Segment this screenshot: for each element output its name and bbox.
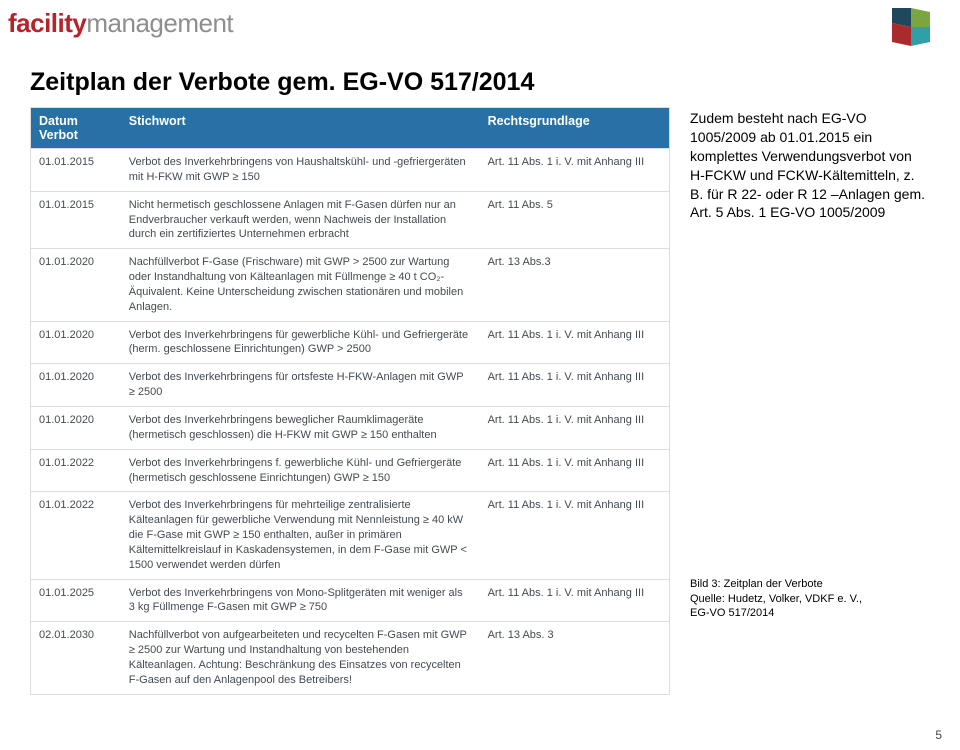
side-note: Zudem besteht nach EG-VO 1005/2009 ab 01…	[690, 109, 930, 222]
table-cell: Art. 11 Abs. 1 i. V. mit Anhang III	[480, 364, 669, 406]
brand: facilitymanagement	[8, 8, 233, 39]
table-cell: Nicht hermetisch geschlossene Anlagen mi…	[121, 192, 480, 249]
table-cell: Verbot des Inverkehrbringens von Haushal…	[121, 149, 480, 191]
figure-caption: Bild 3: Zeitplan der Verbote Quelle: Hud…	[690, 577, 930, 620]
table-cell: 01.01.2020	[31, 407, 121, 449]
table-cell: 01.01.2020	[31, 322, 121, 364]
verbote-table: Datum Verbot Stichwort Rechtsgrundlage 0…	[30, 107, 670, 695]
table-cell: Verbot des Inverkehrbringens von Mono-Sp…	[121, 580, 480, 622]
table-cell: Nachfüllverbot F-Gase (Frischware) mit G…	[121, 249, 480, 320]
table-cell: 01.01.2015	[31, 192, 121, 249]
table-cell: Nachfüllverbot von aufgearbeiteten und r…	[121, 622, 480, 693]
table-cell: Art. 11 Abs. 1 i. V. mit Anhang III	[480, 450, 669, 492]
table-cell: Art. 11 Abs. 1 i. V. mit Anhang III	[480, 407, 669, 449]
table-cell: Art. 11 Abs. 1 i. V. mit Anhang III	[480, 492, 669, 578]
table-cell: Verbot des Inverkehrbringens f. gewerbli…	[121, 450, 480, 492]
table-cell: Verbot des Inverkehrbringens für mehrtei…	[121, 492, 480, 578]
caption-line1: Bild 3: Zeitplan der Verbote	[690, 577, 930, 591]
table-cell: 01.01.2022	[31, 450, 121, 492]
col-header-rechtsgrundlage: Rechtsgrundlage	[480, 108, 669, 148]
table-row: 01.01.2020Verbot des Inverkehrbringens b…	[31, 406, 669, 449]
caption-line2: Quelle: Hudetz, Volker, VDKF e. V.,	[690, 592, 930, 606]
table-header-row: Datum Verbot Stichwort Rechtsgrundlage	[31, 108, 669, 148]
table-cell: Art. 11 Abs. 1 i. V. mit Anhang III	[480, 580, 669, 622]
table-cell: Art. 11 Abs. 5	[480, 192, 669, 249]
table-cell: 01.01.2020	[31, 364, 121, 406]
table-cell: 01.01.2015	[31, 149, 121, 191]
table-cell: 01.01.2020	[31, 249, 121, 320]
page-number: 5	[935, 728, 942, 742]
table-row: 01.01.2020Verbot des Inverkehrbringens f…	[31, 363, 669, 406]
table-row: 01.01.2015Nicht hermetisch geschlossene …	[31, 191, 669, 249]
table-cell: Art. 13 Abs. 3	[480, 622, 669, 693]
caption-line3: EG-VO 517/2014	[690, 606, 930, 620]
table-cell: Art. 11 Abs. 1 i. V. mit Anhang III	[480, 322, 669, 364]
col-header-datum: Datum Verbot	[31, 108, 121, 148]
table-row: 01.01.2015Verbot des Inverkehrbringens v…	[31, 148, 669, 191]
table-cell: Verbot des Inverkehrbringens beweglicher…	[121, 407, 480, 449]
col-header-stichwort: Stichwort	[121, 108, 480, 148]
content-area: Datum Verbot Stichwort Rechtsgrundlage 0…	[0, 107, 960, 695]
table-cell: Art. 13 Abs.3	[480, 249, 669, 320]
table-row: 01.01.2022Verbot des Inverkehrbringens f…	[31, 449, 669, 492]
table-row: 01.01.2025Verbot des Inverkehrbringens v…	[31, 579, 669, 622]
logo-icon	[892, 8, 930, 46]
table-row: 01.01.2020Verbot des Inverkehrbringens f…	[31, 321, 669, 364]
table-body: 01.01.2015Verbot des Inverkehrbringens v…	[31, 148, 669, 694]
table-row: 01.01.2020Nachfüllverbot F-Gase (Frischw…	[31, 248, 669, 320]
table-cell: Verbot des Inverkehrbringens für ortsfes…	[121, 364, 480, 406]
table-row: 01.01.2022Verbot des Inverkehrbringens f…	[31, 491, 669, 578]
brand-red: facility	[8, 8, 86, 38]
page-title: Zeitplan der Verbote gem. EG-VO 517/2014	[30, 68, 960, 97]
table-cell: Art. 11 Abs. 1 i. V. mit Anhang III	[480, 149, 669, 191]
table-cell: 02.01.2030	[31, 622, 121, 693]
table-row: 02.01.2030Nachfüllverbot von aufgearbeit…	[31, 621, 669, 693]
table-cell: Verbot des Inverkehrbringens für gewerbl…	[121, 322, 480, 364]
brand-grey: management	[86, 8, 233, 38]
header: facilitymanagement	[0, 0, 960, 46]
table-cell: 01.01.2022	[31, 492, 121, 578]
table-cell: 01.01.2025	[31, 580, 121, 622]
side-column: Zudem besteht nach EG-VO 1005/2009 ab 01…	[690, 107, 930, 620]
